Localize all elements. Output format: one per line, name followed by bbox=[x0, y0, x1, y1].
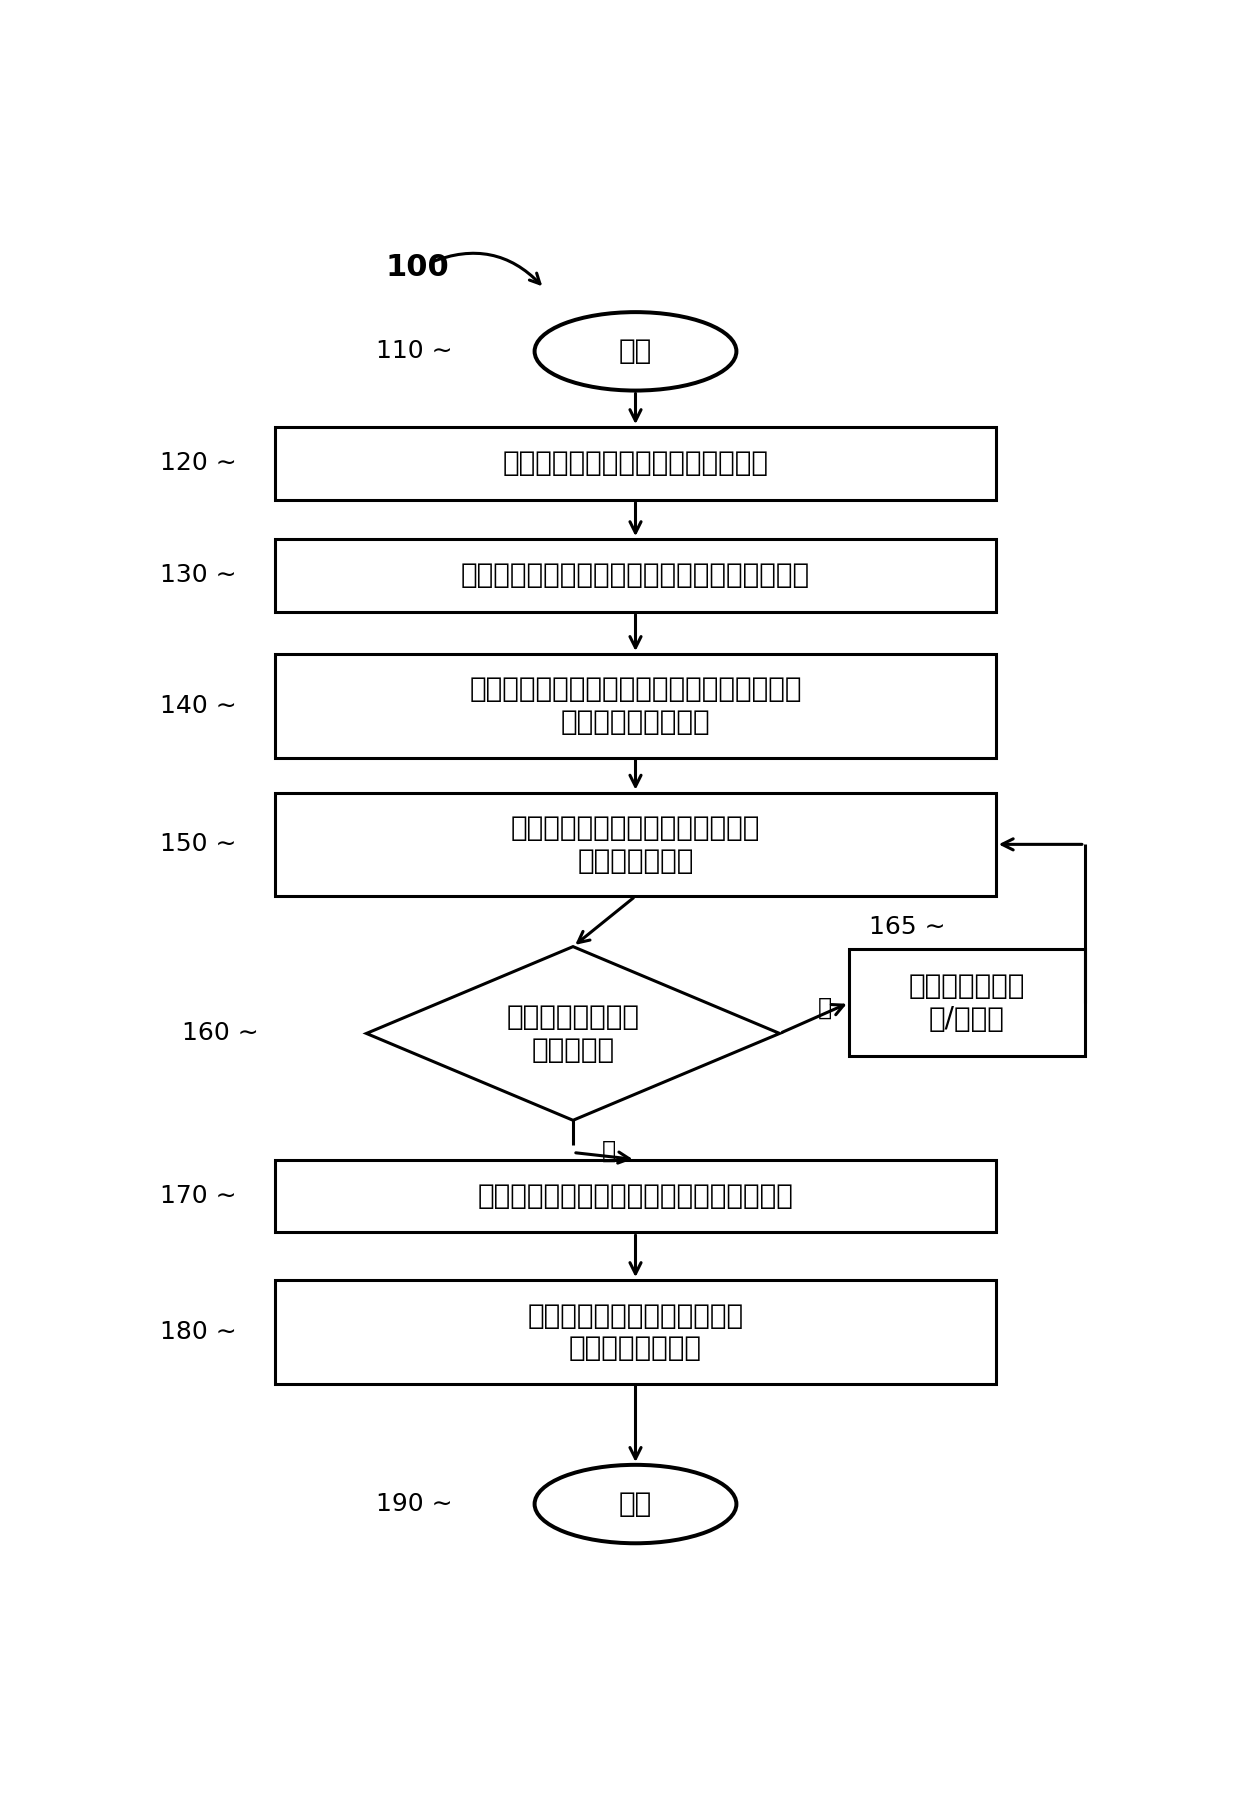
Text: 190 ∼: 190 ∼ bbox=[376, 1492, 453, 1515]
Text: 改变部件的旋转
和/或放置: 改变部件的旋转 和/或放置 bbox=[909, 973, 1025, 1033]
Bar bbox=[849, 950, 1085, 1055]
Text: 140 ∼: 140 ∼ bbox=[160, 693, 237, 719]
Text: 是: 是 bbox=[601, 1139, 616, 1162]
Text: 可选的检测和纠正在所述焊盘上的
部件旋转和放置: 可选的检测和纠正在所述焊盘上的 部件旋转和放置 bbox=[511, 815, 760, 875]
Text: 120 ∼: 120 ∼ bbox=[160, 451, 237, 475]
Text: 在所述基板的所述焊盘上打印导电胶: 在所述基板的所述焊盘上打印导电胶 bbox=[502, 449, 769, 477]
Text: 110 ∼: 110 ∼ bbox=[376, 340, 453, 364]
Text: 清洁基板和（可选的）部件；
测试所述电子装置: 清洁基板和（可选的）部件； 测试所述电子装置 bbox=[527, 1302, 744, 1362]
Text: 否: 否 bbox=[818, 997, 832, 1020]
Bar bbox=[275, 538, 996, 611]
Text: 165 ∼: 165 ∼ bbox=[869, 915, 946, 939]
Polygon shape bbox=[367, 946, 780, 1121]
Text: 拾取和放置部件至在所述基板使得所述部件的
端子接触所述导电胶: 拾取和放置部件至在所述基板使得所述部件的 端子接触所述导电胶 bbox=[469, 675, 802, 737]
Text: 部件的旋转和放置
是否正确？: 部件的旋转和放置 是否正确？ bbox=[506, 1004, 640, 1064]
Text: 开始: 开始 bbox=[619, 337, 652, 366]
Text: 可选的，在所述基板的预定区域上分散非导电胶: 可选的，在所述基板的预定区域上分散非导电胶 bbox=[461, 562, 810, 589]
Bar bbox=[275, 1159, 996, 1231]
Text: 180 ∼: 180 ∼ bbox=[160, 1321, 237, 1344]
Text: 160 ∼: 160 ∼ bbox=[182, 1022, 259, 1046]
Text: 在预定的温度，以预定时长固化所述导电胶: 在预定的温度，以预定时长固化所述导电胶 bbox=[477, 1182, 794, 1210]
Ellipse shape bbox=[534, 313, 737, 391]
Text: 130 ∼: 130 ∼ bbox=[160, 564, 237, 588]
Ellipse shape bbox=[534, 1464, 737, 1543]
Bar bbox=[275, 653, 996, 757]
Text: 150 ∼: 150 ∼ bbox=[160, 833, 237, 857]
Bar bbox=[275, 1281, 996, 1384]
Bar bbox=[275, 793, 996, 897]
Text: 170 ∼: 170 ∼ bbox=[160, 1184, 237, 1208]
Bar bbox=[275, 427, 996, 500]
Text: 结束: 结束 bbox=[619, 1490, 652, 1519]
Text: 100: 100 bbox=[386, 253, 449, 282]
